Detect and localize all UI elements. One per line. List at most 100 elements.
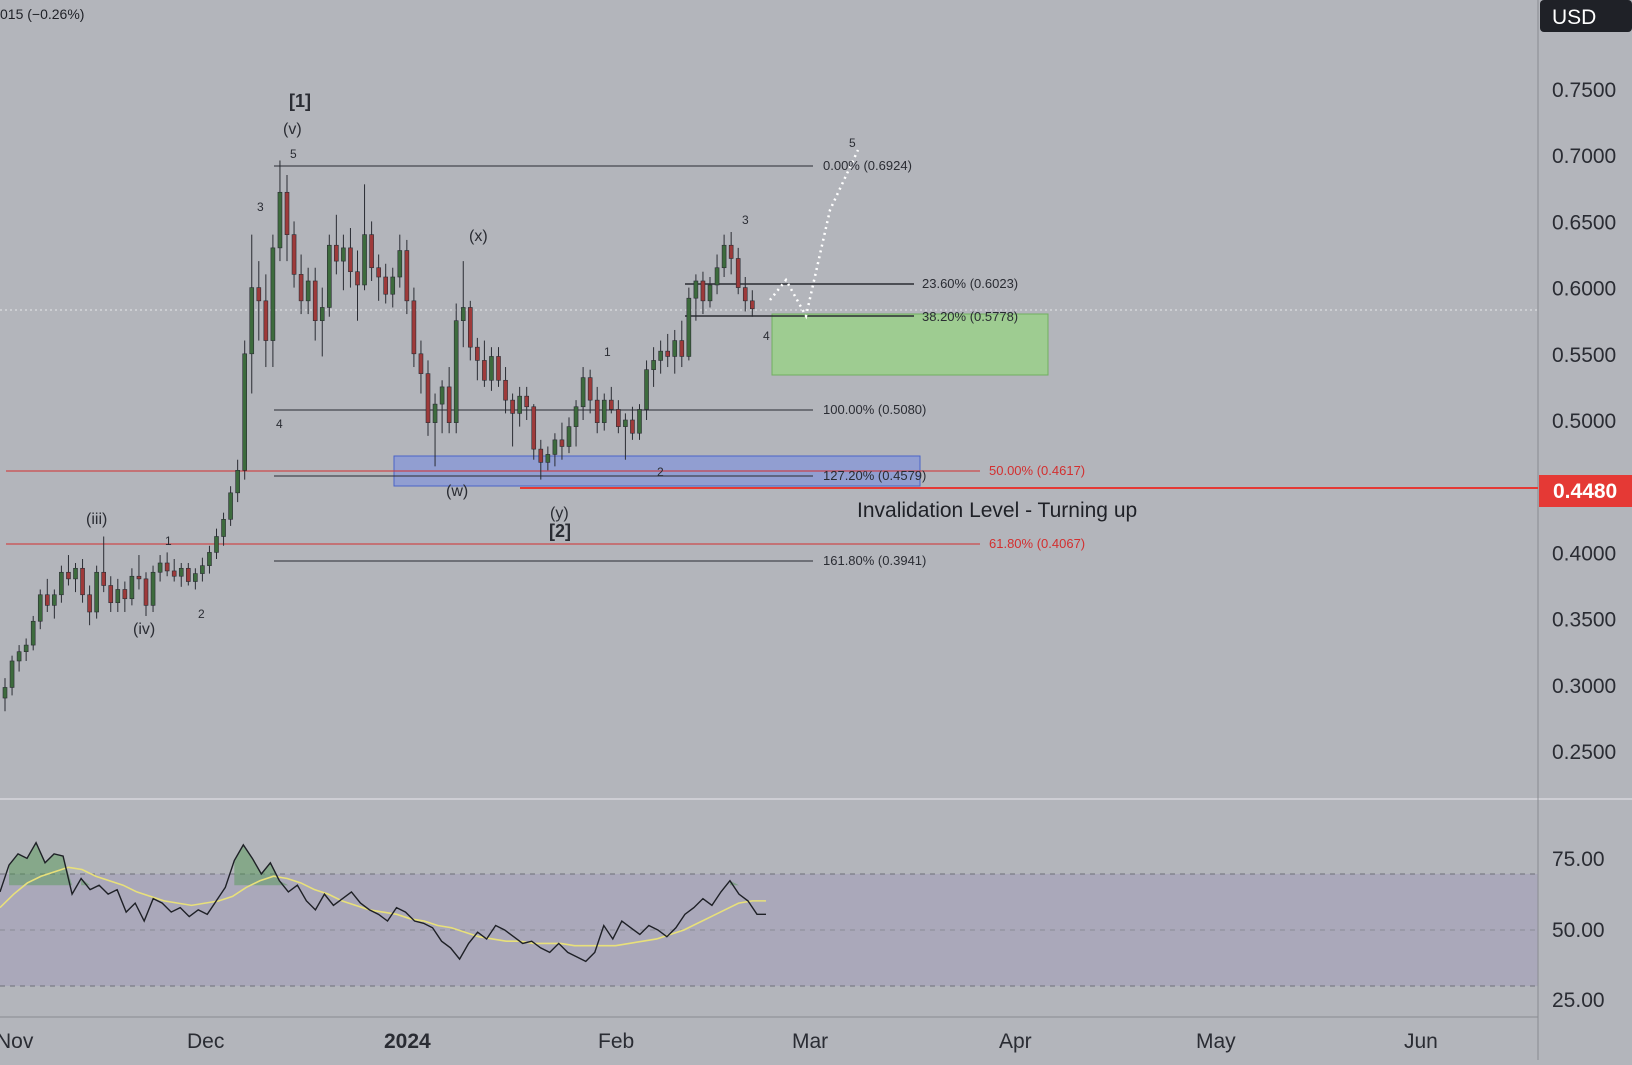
candle-body: [411, 300, 417, 355]
candle-body: [37, 594, 43, 622]
candle-body: [249, 287, 255, 355]
wave-label-w: (w): [446, 483, 468, 500]
wave-label-iii: (iii): [86, 511, 107, 528]
fib-label-382: 38.20% (0.5778): [922, 309, 1018, 324]
candle-body: [503, 379, 508, 401]
candle-body: [644, 369, 649, 410]
candle-body: [30, 620, 36, 646]
current-price-badge[interactable]: [1539, 475, 1632, 507]
candle-body: [284, 191, 290, 235]
candle-body: [214, 536, 219, 553]
candle-body: [686, 297, 692, 357]
candle-body: [700, 280, 706, 302]
candle-body: [157, 562, 163, 573]
candle-body: [742, 287, 748, 302]
candle-body: [136, 575, 142, 580]
candle-body: [122, 589, 128, 600]
candle-body: [178, 567, 184, 577]
candle-body: [559, 439, 565, 447]
candle-body: [573, 406, 579, 427]
wave-label-1-current: 1: [604, 345, 611, 359]
wave-4-target-zone: [771, 313, 1049, 376]
candle-body: [601, 399, 607, 423]
candle-body: [531, 406, 537, 450]
wave-label-4: 4: [276, 417, 283, 431]
candle-body: [171, 570, 177, 577]
candle-body: [566, 426, 572, 447]
price-tick: 0.5000: [1552, 410, 1616, 433]
candle-body: [714, 267, 720, 286]
candle-body: [334, 244, 339, 262]
time-label-feb: Feb: [598, 1030, 634, 1053]
candle-body: [341, 247, 346, 262]
wave-label-2-current: 2: [657, 465, 664, 479]
candle-body: [221, 518, 226, 537]
candle-body: [587, 377, 593, 401]
candle-body: [16, 651, 22, 662]
candle-body: [545, 454, 551, 463]
candle-body: [73, 567, 78, 580]
price-change-readout: 015 (−0.26%): [0, 6, 84, 22]
candle-body: [446, 386, 452, 423]
candle-body: [186, 567, 191, 582]
candle-body: [2, 687, 8, 699]
time-label-apr: Apr: [999, 1030, 1032, 1053]
candle-body: [721, 244, 727, 269]
price-tick: 0.3500: [1552, 609, 1616, 632]
fib-label-100: 100.00% (0.5080): [823, 402, 926, 417]
candle-body: [665, 350, 671, 357]
time-label-2024: 2024: [384, 1030, 431, 1053]
wave-label-3-current: 3: [742, 213, 749, 227]
candle-body: [693, 280, 699, 299]
candle-body: [66, 571, 71, 580]
candle-body: [9, 660, 15, 688]
wave-label-4-current: 4: [763, 329, 770, 343]
candle-body: [108, 585, 114, 604]
candle-body: [630, 419, 635, 434]
candle-body: [658, 350, 663, 361]
projection-path: [769, 149, 860, 320]
candle-body: [637, 409, 642, 434]
candle-body: [707, 284, 713, 302]
candle-body: [482, 360, 487, 381]
candle-body: [552, 439, 558, 455]
fib-label-236: 23.60% (0.6023): [922, 276, 1018, 291]
candle-body: [453, 320, 459, 423]
wave-label-y: (y): [550, 505, 569, 522]
candle-body: [291, 234, 297, 275]
candle-body: [580, 377, 586, 408]
currency-badge[interactable]: [1540, 0, 1632, 32]
candle-body: [496, 356, 501, 381]
candle-body: [404, 250, 410, 302]
candle-body: [52, 594, 57, 606]
candle-body: [383, 276, 389, 295]
rsi-tick-50: 50.00: [1552, 919, 1605, 942]
rsi-overbought-fill: [9, 842, 739, 886]
price-tick: 0.5500: [1552, 344, 1616, 367]
candle-body: [150, 571, 156, 606]
time-label-jun: Jun: [1404, 1030, 1438, 1053]
candle-body: [460, 307, 466, 321]
price-tick: 0.4000: [1552, 542, 1616, 565]
candle-body: [44, 594, 50, 606]
currency-label: USD: [1552, 6, 1596, 29]
fib-label-50: 50.00% (0.4617): [989, 463, 1085, 478]
candle-body: [749, 300, 755, 310]
time-label-may: May: [1196, 1030, 1236, 1053]
wave-label-5: 5: [290, 147, 297, 161]
price-tick: 0.7000: [1552, 145, 1616, 168]
candle-body: [263, 300, 269, 341]
candle-body: [735, 258, 741, 288]
candle-body: [524, 395, 530, 408]
candle-body: [312, 280, 318, 322]
wave-label-5-projected: 5: [849, 136, 856, 150]
candle-body: [277, 191, 283, 249]
price-tick: 0.2500: [1552, 741, 1616, 764]
candle-body: [362, 234, 367, 286]
fib-label-1272: 127.20% (0.4579): [823, 468, 926, 483]
candle-body: [319, 307, 325, 321]
candle-body: [193, 573, 198, 582]
candle-body: [376, 267, 381, 278]
candle-body: [200, 565, 205, 574]
